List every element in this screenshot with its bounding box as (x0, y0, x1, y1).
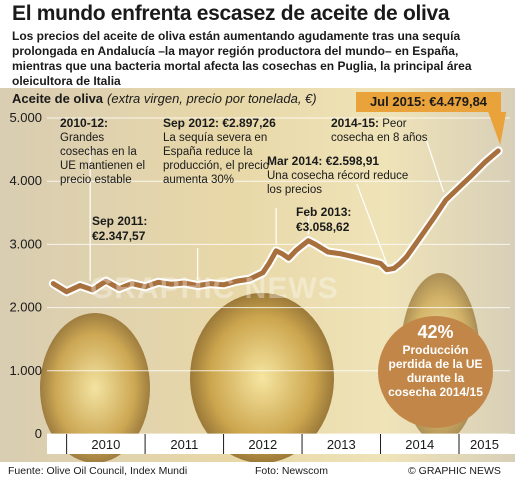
annotation-2014-15: 2014-15: Peor cosecha en 8 años (331, 116, 431, 145)
series-point (223, 284, 225, 286)
series-point (445, 199, 447, 201)
y-tick-label: 5.000 (9, 110, 42, 125)
series-point (275, 250, 277, 252)
annotation-head: Sep 2012: €2.897,26 (163, 116, 276, 130)
annotation-head: 2014-15: (331, 116, 380, 130)
y-tick-label: 0 (35, 426, 42, 441)
series-point (432, 218, 434, 220)
series-point (471, 174, 473, 176)
callout-pointer (488, 112, 507, 145)
leader-2014-15 (425, 137, 445, 193)
series-point (484, 161, 486, 163)
series-point (327, 251, 329, 253)
series-point (105, 280, 107, 282)
chart-label-unit: (extra virgen, precio por tonelada, €) (107, 91, 317, 106)
chart-label: Aceite de oliva (extra virgen, precio por… (12, 91, 317, 106)
series-point (209, 283, 211, 285)
series-point (262, 272, 264, 274)
x-axis: 2010 2011 2012 2013 2014 2015 (66, 434, 499, 454)
series-point (458, 187, 460, 189)
series-line (48, 146, 503, 297)
info-bubble: 42% Producción perdida de la UE durante … (378, 316, 493, 428)
series-point (281, 253, 283, 255)
jar-left (40, 313, 150, 462)
watermark: GRAPHIC NEWS (90, 272, 339, 305)
y-tick-label: 3.000 (9, 236, 42, 251)
series-point (183, 282, 185, 284)
series-point (314, 243, 316, 245)
series-point (497, 150, 499, 152)
footer-credit: © GRAPHIC NEWS (408, 465, 501, 477)
series-point (66, 291, 68, 293)
x-tick-label: 2012 (248, 437, 277, 452)
x-tick-label: 2014 (405, 437, 434, 452)
annotation-sep-2012: Sep 2012: €2.897,26 La sequía severa en … (163, 116, 291, 187)
info-text: Producción perdida de la UE durante la c… (388, 343, 483, 399)
series-point (131, 283, 133, 285)
series-point (268, 262, 270, 264)
jar-middle (190, 293, 334, 462)
annotation-head: Feb 2013: (296, 205, 352, 219)
series-point (354, 256, 356, 258)
peak-callout: Jul 2015: €4.479,84 (356, 92, 501, 112)
series-point (92, 289, 94, 291)
series-point (399, 262, 401, 264)
x-tick-label: 2013 (327, 437, 356, 452)
y-tick-label: 4.000 (9, 173, 42, 188)
footer-source: Fuente: Olive Oil Council, Index Mundi (8, 465, 188, 477)
annotation-2010-12: 2010-12: Grandes cosechas en la UE manti… (60, 116, 148, 187)
series-point (295, 250, 297, 252)
series-point (288, 257, 290, 259)
series-point (236, 280, 238, 282)
annotation-feb-2013: Feb 2013: €3.058,62 (296, 205, 376, 235)
y-axis: 0 1.000 2.000 3.000 4.000 5.000 (9, 110, 42, 441)
series-point (170, 283, 172, 285)
x-tick-label: 2011 (170, 437, 198, 452)
series-point (340, 253, 342, 255)
leader-lines (89, 112, 507, 281)
series-point (144, 286, 146, 288)
series-point (301, 245, 303, 247)
annotation-sep-2011: Sep 2011: €2.347,57 (92, 214, 172, 244)
page-title: El mundo enfrenta escasez de aceite de o… (12, 2, 450, 25)
chart-label-name: Aceite de oliva (12, 91, 104, 106)
annotation-head: Mar 2014: €2.598,91 (267, 154, 380, 168)
info-percent: 42% (417, 322, 454, 342)
series-point (79, 284, 81, 286)
annotation-body: €3.058,62 (296, 220, 350, 234)
series-point (248, 278, 250, 280)
x-tick-label: 2015 (470, 437, 499, 452)
annotation-body: Grandes cosechas en la UE mantienen el p… (60, 132, 146, 186)
annotation-body: €2.347,57 (92, 229, 146, 243)
x-tick-label: 2010 (91, 437, 120, 452)
annotation-head: 2010-12: (60, 116, 109, 130)
annotation-body: La sequía severa en España reduce la pro… (163, 132, 270, 186)
series-point (405, 256, 407, 258)
series-point (52, 283, 54, 285)
series-point (366, 259, 368, 261)
annotation-mar-2014: Mar 2014: €2.598,91 Una cosecha récord r… (267, 154, 417, 197)
y-tick-label: 1.000 (9, 363, 42, 378)
series-point (380, 262, 382, 264)
series-point (419, 237, 421, 239)
footer-photo: Foto: Newscom (255, 465, 328, 477)
leader-mar-2014 (356, 183, 388, 264)
series-point (197, 285, 199, 287)
y-tick-label: 2.000 (9, 300, 42, 315)
series-point (118, 288, 120, 290)
series-point (307, 240, 309, 242)
annotation-body: Peor cosecha en 8 años (331, 118, 428, 144)
series-point (386, 269, 388, 271)
annotation-body: Una cosecha récord reduce los precios (267, 170, 409, 196)
series-point (393, 267, 395, 269)
x-axis-band (47, 434, 515, 454)
annotation-head: Sep 2011: (92, 214, 148, 228)
page-subtitle: Los precios del aceite de oliva están au… (12, 29, 472, 88)
series-point (157, 281, 159, 283)
